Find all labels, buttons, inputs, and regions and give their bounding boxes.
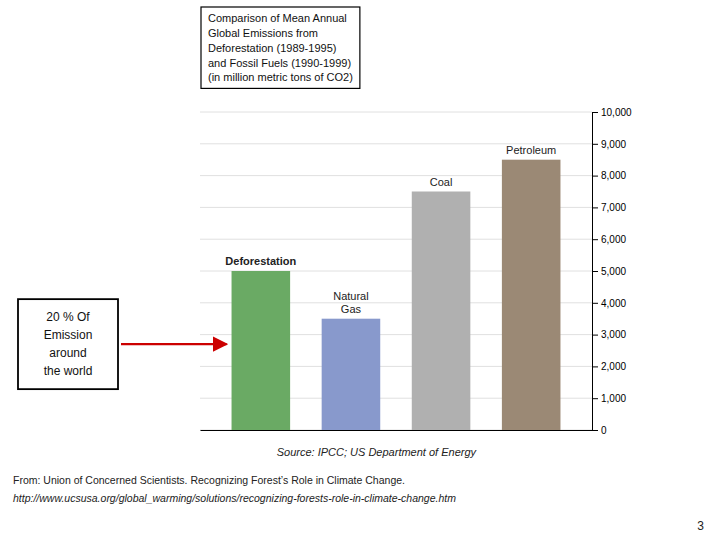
y-tick: 3,000: [592, 329, 626, 340]
y-tick-mark: [592, 144, 598, 145]
y-tick: 5,000: [592, 266, 626, 277]
bar-label: NaturalGas: [333, 290, 368, 315]
title-box: Comparison of Mean AnnualGlobal Emission…: [201, 7, 360, 88]
y-axis: 0 1,000 2,000 3,000 4,000 5,000 6,000 7,000 8,00…: [592, 107, 632, 436]
bar-label: Coal: [430, 176, 453, 188]
y-tick-label: 1,000: [601, 393, 626, 404]
bar-label: Petroleum: [506, 144, 556, 156]
bar: [412, 192, 471, 431]
y-tick: 6,000: [592, 234, 626, 245]
grid-line: [200, 112, 592, 113]
y-tick-label: 10,000: [601, 107, 632, 118]
y-tick-mark: [592, 239, 598, 240]
note-text: 20 % OfEmissionaroundthe world: [44, 310, 93, 378]
y-tick-label: 2,000: [601, 361, 626, 372]
y-tick: 0: [592, 425, 607, 436]
y-tick-mark: [592, 430, 598, 431]
y-tick-label: 5,000: [601, 266, 626, 277]
arrow: [121, 343, 227, 345]
y-axis-line: [593, 113, 599, 431]
page-number: 3: [697, 519, 704, 533]
bar: [232, 271, 291, 430]
y-tick-mark: [592, 112, 598, 113]
bar: [502, 160, 561, 430]
bar: [322, 319, 381, 430]
y-tick-label: 3,000: [601, 329, 626, 340]
y-tick-mark: [592, 398, 598, 399]
y-tick: 7,000: [592, 202, 626, 213]
bar-label: Deforestation: [225, 255, 296, 267]
title: Comparison of Mean AnnualGlobal Emission…: [208, 12, 353, 83]
y-tick: 9,000: [592, 139, 626, 150]
y-tick: 8,000: [592, 170, 626, 181]
y-tick-mark: [592, 303, 598, 304]
x-axis: [201, 430, 593, 431]
y-tick-label: 7,000: [601, 202, 626, 213]
y-tick: 10,000: [592, 107, 632, 118]
plot-area: 0 1,000 2,000 3,000 4,000 5,000 6,000 7,000 8,00…: [200, 107, 632, 436]
y-tick-label: 0: [601, 425, 607, 436]
y-tick: 4,000: [592, 298, 626, 309]
y-tick-label: 6,000: [601, 234, 626, 245]
chart: 0 1,000 2,000 3,000 4,000 5,000 6,000 7,000 8,00…: [0, 0, 720, 540]
y-tick-mark: [592, 271, 598, 272]
y-tick-mark: [592, 176, 598, 177]
y-tick-label: 8,000: [601, 170, 626, 181]
y-tick: 1,000: [592, 393, 626, 404]
y-tick-label: 9,000: [601, 139, 626, 150]
grid: [200, 112, 592, 430]
y-tick-mark: [592, 335, 598, 336]
y-tick-mark: [592, 207, 598, 208]
title-frame: [201, 7, 360, 88]
note-box: 20 % OfEmissionaroundthe world: [18, 299, 118, 389]
source-text: Source: IPCC; US Department of Energy: [277, 446, 478, 458]
note-frame: [18, 299, 118, 389]
citation: From: Union of Concerned Scientists. Rec…: [13, 474, 405, 486]
y-tick-mark: [592, 366, 598, 367]
bars: [232, 160, 561, 430]
y-tick: 2,000: [592, 361, 626, 372]
citation-url: http://www.ucsusa.org/global_warming/sol…: [13, 492, 456, 504]
x-axis-line: [201, 430, 593, 431]
y-tick-label: 4,000: [601, 298, 626, 309]
